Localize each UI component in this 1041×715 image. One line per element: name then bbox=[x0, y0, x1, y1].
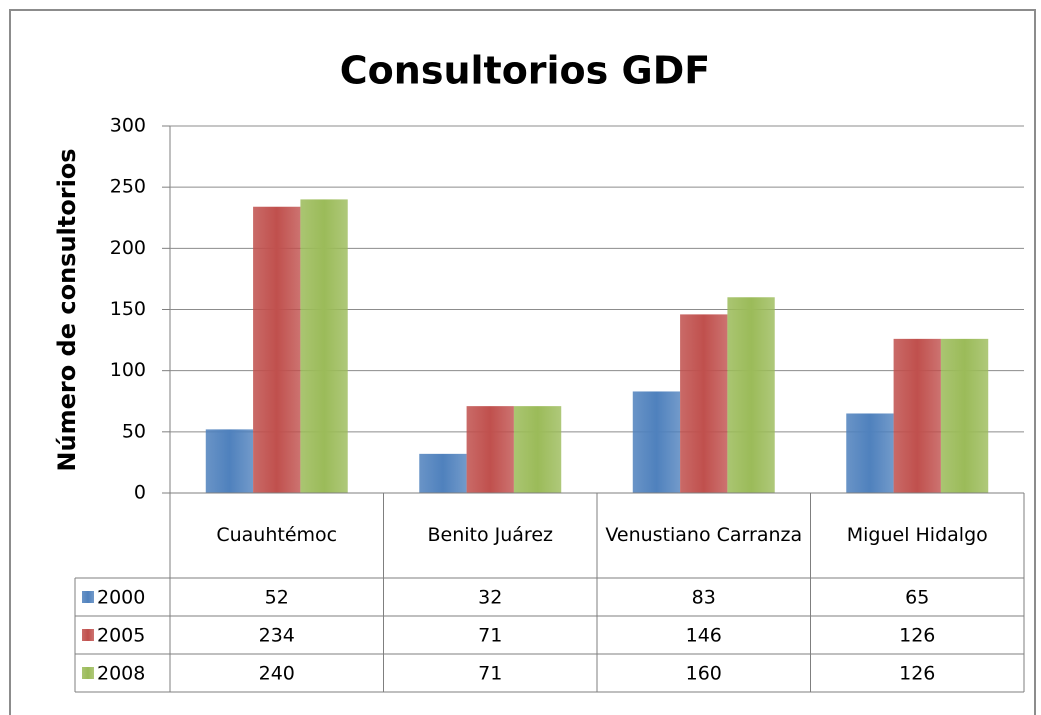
category-cell: Benito Juárez bbox=[427, 524, 553, 547]
table-value: 126 bbox=[899, 625, 935, 647]
category-cell: Venustiano Carranza bbox=[605, 524, 803, 547]
y-tick-label: 250 bbox=[110, 176, 146, 198]
x-tick-label: Venustiano Carranza bbox=[605, 524, 803, 547]
bar bbox=[940, 338, 989, 493]
table-value: 65 bbox=[905, 587, 929, 609]
table-value: 126 bbox=[899, 663, 935, 685]
category-cell: Cuauhtémoc bbox=[216, 524, 338, 547]
legend-key bbox=[82, 629, 94, 641]
bar bbox=[253, 206, 301, 494]
x-tick-label: Cuauhtémoc bbox=[216, 524, 338, 547]
bar bbox=[300, 199, 348, 493]
legend-key bbox=[82, 667, 94, 679]
category-cell: Miguel Hidalgo bbox=[846, 524, 988, 547]
bar bbox=[727, 297, 775, 493]
legend-label: 2005 bbox=[97, 625, 145, 647]
table-value: 71 bbox=[478, 625, 502, 647]
table-value: 160 bbox=[686, 663, 722, 685]
table-value: 52 bbox=[265, 587, 289, 609]
chart-title: Consultorios GDF bbox=[340, 49, 710, 93]
bar bbox=[466, 406, 514, 493]
y-tick-label: 100 bbox=[110, 359, 146, 381]
legend-key bbox=[82, 591, 94, 603]
bar bbox=[205, 429, 254, 493]
table-value: 240 bbox=[259, 663, 295, 685]
chart-border bbox=[9, 9, 1036, 715]
x-tick-label: Miguel Hidalgo bbox=[846, 524, 988, 547]
bar bbox=[513, 406, 562, 493]
bar bbox=[419, 453, 467, 493]
y-tick-label: 200 bbox=[110, 237, 146, 259]
legend-label: 2008 bbox=[97, 663, 145, 685]
y-tick-label: 0 bbox=[134, 482, 146, 504]
y-axis-label: Número de consultorios bbox=[53, 148, 81, 471]
table-value: 71 bbox=[478, 663, 502, 685]
bar bbox=[680, 314, 728, 493]
table-value: 83 bbox=[692, 587, 716, 609]
legend-label: 2000 bbox=[97, 587, 145, 609]
bar bbox=[893, 338, 941, 493]
table-value: 32 bbox=[478, 587, 502, 609]
y-tick-label: 150 bbox=[110, 298, 146, 320]
bar bbox=[846, 413, 894, 493]
table-value: 234 bbox=[259, 625, 295, 647]
y-tick-label: 50 bbox=[122, 420, 146, 442]
bar bbox=[632, 391, 681, 493]
table-value: 146 bbox=[686, 625, 722, 647]
y-tick-label: 300 bbox=[110, 115, 146, 137]
x-tick-label: Benito Juárez bbox=[427, 524, 553, 547]
